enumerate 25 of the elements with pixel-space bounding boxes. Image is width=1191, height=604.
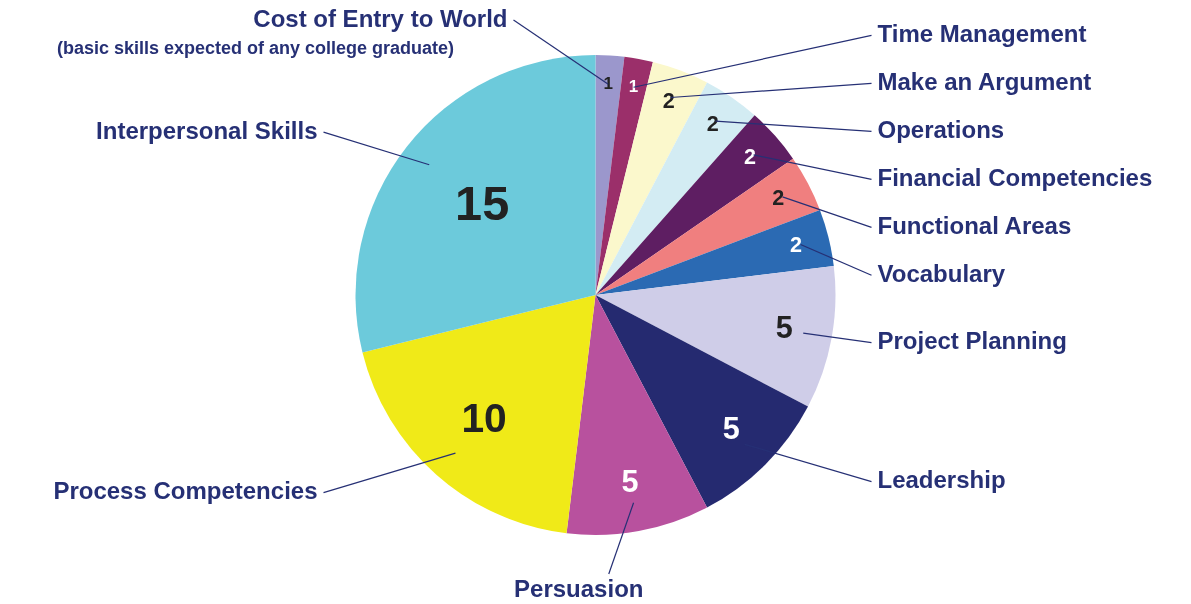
data-label: 2: [662, 87, 675, 113]
slice-label: Vocabulary: [877, 259, 1006, 287]
data-label: 2: [744, 144, 756, 170]
slice-label: Time Management: [877, 19, 1087, 47]
slice-label: Interpersonal Skills: [96, 116, 318, 144]
slice-label: Cost of Entry to World: [253, 4, 508, 32]
data-label: 1: [628, 76, 639, 96]
data-label: 10: [461, 395, 507, 441]
data-label: 1: [603, 73, 613, 93]
slice-label: Persuasion: [514, 574, 644, 602]
slice-label: Financial Competencies: [877, 163, 1153, 191]
data-label: 2: [706, 111, 719, 137]
data-label: 2: [789, 231, 802, 257]
slice-label: Make an Argument: [877, 67, 1092, 95]
data-label: 2: [772, 185, 785, 211]
text: (basic skills expected of any college graduate): [56, 37, 455, 58]
slice-label: Leadership: [877, 466, 1006, 494]
slice-label: Process Competencies: [53, 477, 318, 505]
slice-label: Operations: [877, 115, 1005, 143]
data-label: 5: [621, 464, 639, 499]
data-label: 5: [775, 310, 793, 345]
data-label: 5: [722, 411, 740, 446]
slice-label: Functional Areas: [877, 211, 1072, 239]
slice-label: Project Planning: [877, 327, 1067, 355]
data-label: 15: [455, 175, 510, 230]
